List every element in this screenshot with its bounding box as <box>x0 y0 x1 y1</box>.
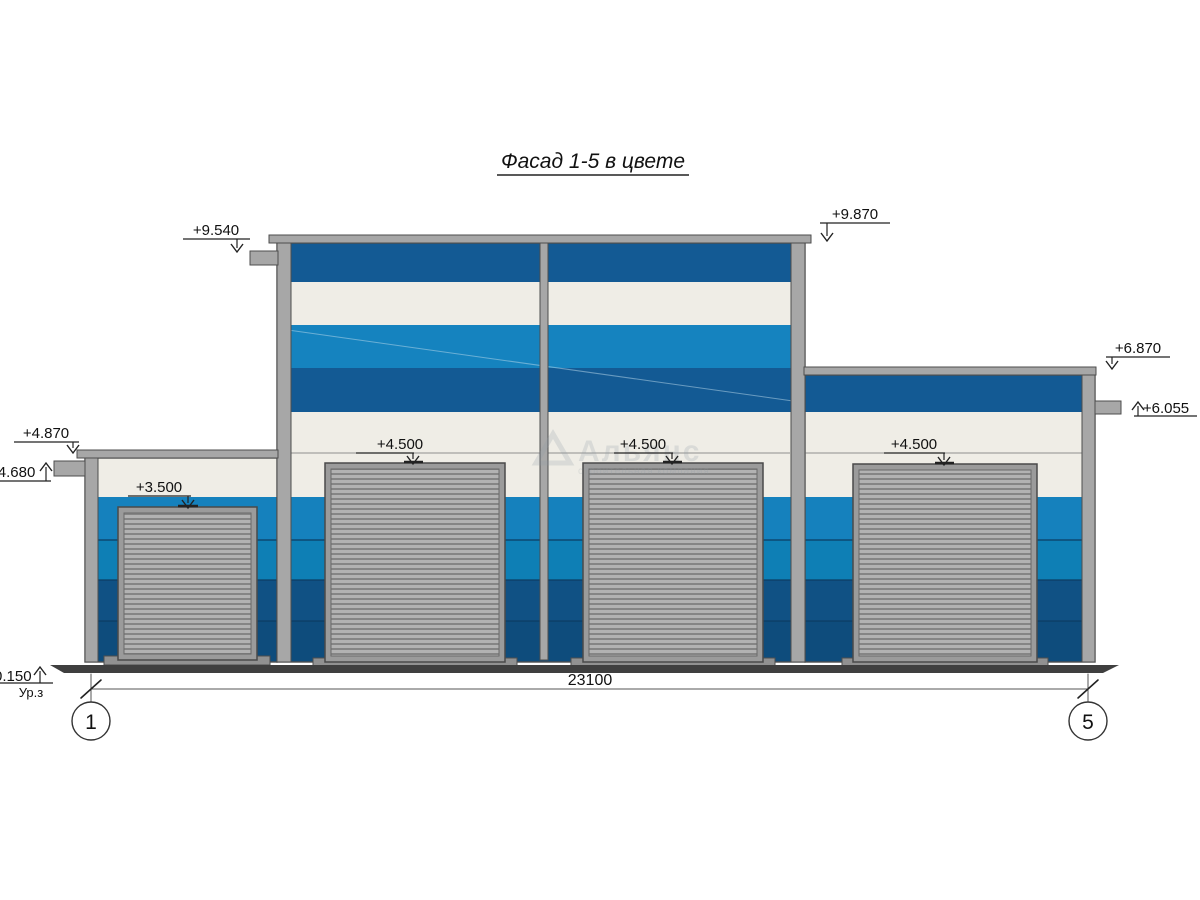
marker-3500: +3.500 <box>128 479 198 510</box>
marker-value: +4.500 <box>891 436 937 453</box>
parapet-cap-central <box>268 234 812 244</box>
ground-label: Ур.з <box>19 685 44 700</box>
ground-line <box>50 665 1119 673</box>
dimension-tick <box>80 679 102 699</box>
roller-doors <box>117 462 1038 663</box>
watermark-logo <box>531 429 575 466</box>
parapet-cap-left <box>76 449 279 459</box>
structural-gray-elements <box>53 234 1122 663</box>
marker-6870: +6.870 <box>1105 340 1170 371</box>
marker-value: -0.150 <box>0 668 32 685</box>
marker-value: +4.500 <box>377 436 423 453</box>
marker-value: +3.500 <box>136 479 182 496</box>
scupper-left-wing <box>53 460 86 477</box>
marker-ground: -0.150 Ур.з <box>0 665 53 700</box>
marker-value: +9.540 <box>193 222 239 239</box>
overall-dimension: 23100 <box>568 672 613 689</box>
stripe-offwhite <box>85 458 277 497</box>
pilaster <box>1081 374 1096 663</box>
parapet-cap-right <box>803 366 1097 376</box>
grid-bubble-5 <box>1068 701 1108 741</box>
marker-9870: +9.870 <box>820 206 890 243</box>
up-arrow-icon <box>39 461 53 472</box>
marker-value: +4.870 <box>23 425 69 442</box>
marker-4500-c: +4.500 <box>884 436 954 467</box>
marker-9540: +9.540 <box>183 222 250 254</box>
watermark-subtitle: строительная компания <box>578 466 710 477</box>
down-arrow-icon <box>820 232 834 243</box>
drawing-title: Фасад 1-5 в цвете <box>501 150 685 173</box>
pilaster <box>276 242 292 663</box>
marker-value: +4.680 <box>0 464 35 481</box>
grid-axis-5: 5 <box>1082 711 1094 734</box>
scupper-central-left <box>249 250 279 266</box>
down-arrow-icon <box>181 499 195 510</box>
roller-door-1 <box>117 506 258 661</box>
marker-4500-b: +4.500 <box>614 436 682 466</box>
stripe-dark-blue <box>805 375 1095 412</box>
pilaster <box>84 457 99 663</box>
grid-axis-1: 1 <box>85 711 97 734</box>
up-arrow-icon <box>1131 400 1145 411</box>
marker-value: +6.055 <box>1143 400 1189 417</box>
up-arrow-icon <box>33 665 47 676</box>
elevation-markers: +9.540 +9.870 +6.870 +6.055 +4.870 +4.68… <box>0 206 1197 700</box>
marker-value: +6.870 <box>1115 340 1161 357</box>
marker-value: +9.870 <box>832 206 878 223</box>
roller-door-3 <box>582 462 764 663</box>
marker-4680: +4.680 <box>0 461 53 482</box>
down-arrow-icon <box>66 444 80 455</box>
roller-door-4 <box>852 463 1038 663</box>
marker-4500-a: +4.500 <box>356 436 423 466</box>
marker-4870: +4.870 <box>14 425 80 455</box>
pilaster <box>790 242 806 663</box>
roller-door-2 <box>324 462 506 663</box>
marker-6055: +6.055 <box>1131 400 1197 417</box>
dimension-and-grid: 23100 1 5 <box>71 672 1108 741</box>
down-arrow-icon <box>406 455 420 466</box>
down-arrow-icon <box>230 243 244 254</box>
dimension-tick <box>1077 679 1099 699</box>
grid-bubble-1 <box>71 701 111 741</box>
marker-value: +4.500 <box>620 436 666 453</box>
scupper-right-wing <box>1094 400 1122 415</box>
down-arrow-icon <box>937 456 951 467</box>
down-arrow-icon <box>665 455 679 466</box>
down-arrow-icon <box>1105 360 1119 371</box>
